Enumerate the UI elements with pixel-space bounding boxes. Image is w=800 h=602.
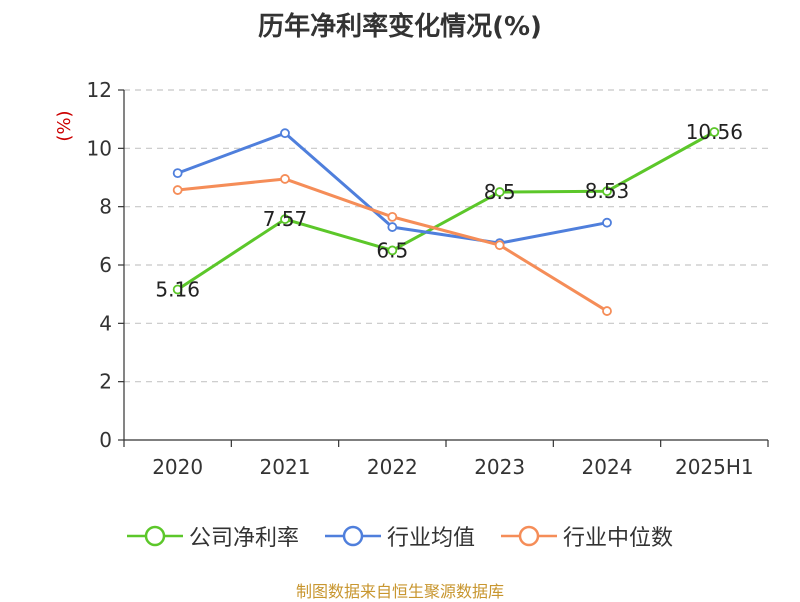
legend-item-1[interactable]: 公司净利率 xyxy=(126,520,299,552)
series-line-1 xyxy=(176,130,716,291)
data-point xyxy=(494,187,505,197)
x-tick-label: 2022 xyxy=(367,455,418,479)
legend-item-2[interactable]: 行业均值 xyxy=(324,520,475,552)
data-label: 5.16 xyxy=(155,278,200,302)
series-lines xyxy=(172,127,720,316)
legend-label: 公司净利率 xyxy=(188,526,299,551)
data-point xyxy=(494,240,505,251)
data-label: 7.57 xyxy=(263,207,308,231)
legend-marker xyxy=(501,525,557,547)
legend-label: 行业中位数 xyxy=(563,526,674,551)
y-axis-label: (%) xyxy=(54,110,75,141)
data-point xyxy=(280,174,290,184)
y-tick-label: 8 xyxy=(99,195,112,219)
x-tick-label: 2025H1 xyxy=(675,455,754,479)
data-label: 8.5 xyxy=(484,180,516,204)
y-tick-label: 2 xyxy=(99,370,112,394)
y-tick-label: 12 xyxy=(87,78,112,102)
legend-marker xyxy=(324,525,381,547)
y-tick-label: 4 xyxy=(99,311,112,335)
data-point xyxy=(172,168,183,179)
source-note: 制图数据来自恒生聚源数据库 xyxy=(295,582,504,601)
y-tick-label: 0 xyxy=(99,428,112,452)
legend-label: 行业均值 xyxy=(386,526,475,551)
y-tick-label: 6 xyxy=(99,253,112,277)
legend-marker-circle xyxy=(342,525,364,547)
legend: 公司净利率 行业均值 行业中位数 xyxy=(0,520,800,552)
chart-title: 历年净利率变化情况(%) xyxy=(258,12,542,42)
data-point xyxy=(172,185,183,195)
data-point xyxy=(387,211,398,222)
data-point xyxy=(387,222,398,232)
y-tick-label: 10 xyxy=(87,136,112,160)
data-point xyxy=(602,186,612,197)
data-point xyxy=(280,128,290,139)
data-point xyxy=(709,127,720,137)
legend-marker xyxy=(126,525,183,547)
data-point xyxy=(602,217,612,228)
legend-marker-circle xyxy=(144,525,166,547)
data-labels: 5.16 7.57 6.5 8.5 8.53 10.56 xyxy=(155,120,743,302)
data-label: 8.53 xyxy=(585,179,630,203)
x-tick-label: 2021 xyxy=(260,455,311,479)
legend-item-3[interactable]: 行业中位数 xyxy=(501,520,673,552)
x-tick-label: 2024 xyxy=(582,455,633,479)
data-point xyxy=(172,284,183,295)
x-tick-label: 2023 xyxy=(474,455,525,479)
legend-marker-circle xyxy=(518,525,540,547)
data-label: 6.5 xyxy=(376,238,408,262)
data-label: 10.56 xyxy=(686,120,743,144)
data-point xyxy=(387,245,398,256)
grid-lines xyxy=(124,89,768,383)
data-point xyxy=(602,306,612,316)
axes: 0 2 4 6 8 10 12 2020 2021 2022 2023 2024 2025H1 xyxy=(87,78,769,479)
data-point xyxy=(280,214,290,225)
x-tick-label: 2020 xyxy=(152,455,203,479)
